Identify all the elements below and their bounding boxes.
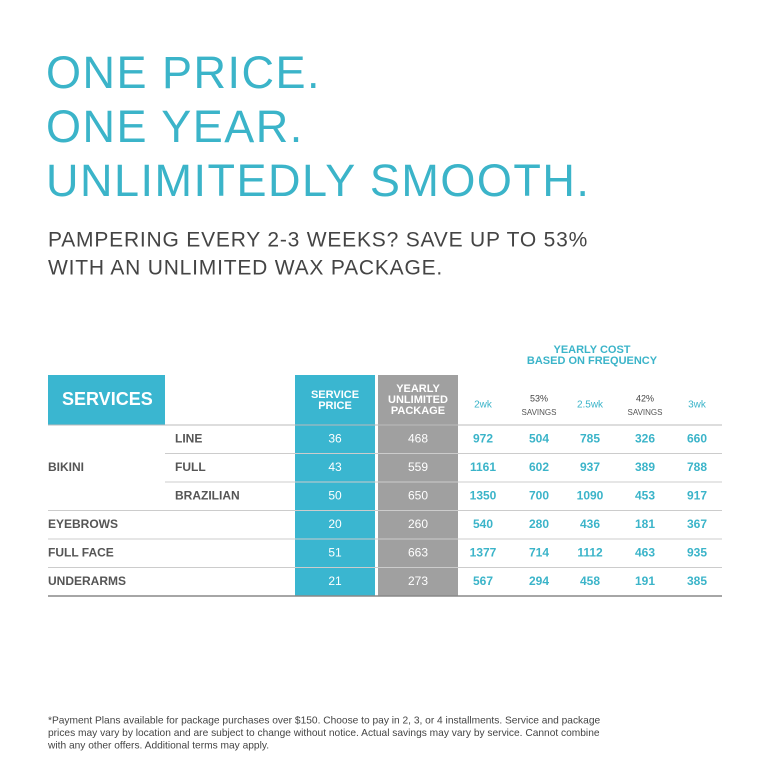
frequency-title: YEARLY COST [553, 344, 630, 356]
service-type: LINE [175, 431, 202, 445]
cell: 51 [328, 545, 342, 559]
cell: 650 [408, 488, 428, 502]
cell: 273 [408, 574, 428, 588]
cell: 504 [529, 431, 549, 445]
cell: 436 [580, 517, 600, 531]
subheadline: PAMPERING EVERY 2-3 WEEKS? SAVE UP TO 53… [48, 229, 588, 252]
headline: UNLIMITEDLY SMOOTH. [46, 155, 590, 206]
unlimited-header: YEARLY [396, 383, 440, 395]
subheadline: WITH AN UNLIMITED WAX PACKAGE. [48, 257, 443, 280]
cell: 50 [328, 488, 342, 502]
services-header: SERVICES [62, 389, 153, 409]
service-name: BIKINI [48, 460, 84, 474]
cell: 714 [529, 545, 549, 559]
services-header-bg [48, 375, 165, 425]
cell: 463 [635, 545, 655, 559]
cell: 260 [408, 517, 428, 531]
cell: 20 [328, 517, 342, 531]
cell: 935 [687, 545, 707, 559]
headline: ONE YEAR. [46, 101, 304, 152]
service-type: BRAZILIAN [175, 488, 240, 502]
frequency-header: 53% [530, 393, 548, 403]
cell: 660 [687, 431, 707, 445]
cell: 181 [635, 517, 655, 531]
footnote: *Payment Plans available for package pur… [48, 716, 600, 727]
frequency-header-sub: SAVINGS [628, 408, 663, 417]
cell: 389 [635, 460, 655, 474]
service-name: EYEBROWS [48, 517, 118, 531]
cell: 700 [529, 488, 549, 502]
cell: 458 [580, 574, 600, 588]
cell: 43 [328, 460, 342, 474]
cell: 937 [580, 460, 600, 474]
cell: 367 [687, 517, 707, 531]
headline: ONE PRICE. [46, 47, 321, 98]
unlimited-column-bg [378, 375, 458, 596]
unlimited-header: PACKAGE [391, 405, 445, 417]
frequency-header: 42% [636, 393, 654, 403]
cell: 294 [529, 574, 549, 588]
cell: 453 [635, 488, 655, 502]
frequency-title: BASED ON FREQUENCY [527, 355, 658, 367]
cell: 788 [687, 460, 707, 474]
cell: 1090 [577, 488, 604, 502]
cell: 663 [408, 545, 428, 559]
price-header: SERVICE [311, 389, 359, 401]
cell: 972 [473, 431, 493, 445]
cell: 1161 [470, 460, 496, 474]
cell: 1377 [470, 545, 497, 559]
cell: 280 [529, 517, 549, 531]
cell: 785 [580, 431, 600, 445]
price-header: PRICE [318, 400, 352, 412]
cell: 36 [328, 431, 342, 445]
frequency-header: 3wk [688, 400, 707, 411]
cell: 326 [635, 431, 655, 445]
frequency-header: 2wk [474, 400, 493, 411]
frequency-header-sub: SAVINGS [522, 408, 557, 417]
frequency-header: 2.5wk [577, 400, 604, 411]
cell: 1350 [470, 488, 497, 502]
cell: 567 [473, 574, 493, 588]
cell: 21 [328, 574, 342, 588]
service-type: FULL [175, 460, 206, 474]
unlimited-header: UNLIMITED [388, 394, 448, 406]
footnote: prices may vary by location and are subj… [48, 728, 600, 739]
cell: 468 [408, 431, 428, 445]
cell: 1112 [577, 545, 603, 559]
service-name: FULL FACE [48, 545, 114, 559]
cell: 191 [635, 574, 655, 588]
footnote: with any other offers. Additional terms … [47, 741, 269, 752]
service-name: UNDERARMS [48, 574, 126, 588]
cell: 917 [687, 488, 707, 502]
cell: 559 [408, 460, 428, 474]
cell: 385 [687, 574, 707, 588]
cell: 602 [529, 460, 549, 474]
cell: 540 [473, 517, 493, 531]
price-column-bg [295, 375, 375, 596]
